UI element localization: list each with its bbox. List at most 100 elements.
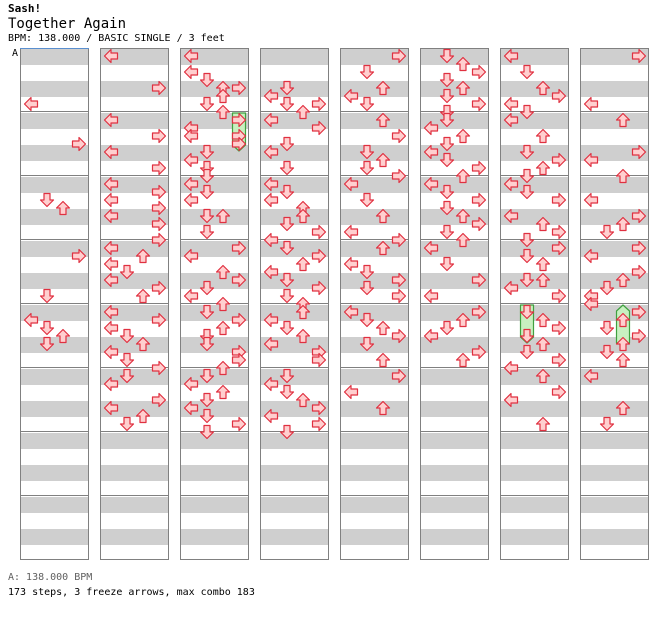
measure-line (20, 111, 89, 112)
step-arrow-right (471, 216, 487, 236)
measure-line (580, 367, 649, 368)
step-arrow-left (103, 208, 119, 228)
step-arrow-down (119, 352, 135, 372)
step-arrow-up (215, 296, 231, 316)
step-arrow-left (423, 176, 439, 196)
step-arrow-down (199, 208, 215, 228)
step-arrow-right (231, 240, 247, 260)
step-arrow-left (343, 176, 359, 196)
step-arrow-up (295, 392, 311, 412)
step-arrow-down (439, 88, 455, 108)
step-arrow-down (119, 328, 135, 348)
measure-line (580, 431, 649, 432)
step-arrow-down (279, 96, 295, 116)
step-arrow-right (311, 400, 327, 420)
step-arrow-left (183, 48, 199, 68)
measure-line (180, 111, 249, 112)
measure-line (100, 431, 169, 432)
step-arrow-left (503, 112, 519, 132)
measure-line (340, 367, 409, 368)
step-stats: 173 steps, 3 freeze arrows, max combo 18… (8, 587, 255, 598)
step-arrow-right (471, 304, 487, 324)
step-arrow-up (455, 56, 471, 76)
step-arrow-right (551, 240, 567, 260)
step-arrow-up (375, 152, 391, 172)
step-arrow-left (103, 304, 119, 324)
step-arrow-left (503, 360, 519, 380)
measure-line (20, 367, 89, 368)
chart-header: Sash! Together Again BPM: 138.000 / BASI… (8, 2, 225, 44)
step-arrow-up (375, 400, 391, 420)
step-arrow-down (39, 320, 55, 340)
measure-line (180, 175, 249, 176)
step-arrow-down (199, 96, 215, 116)
step-arrow-left (423, 120, 439, 140)
step-arrow-up (455, 128, 471, 148)
step-arrow-up (615, 352, 631, 372)
step-arrow-right (471, 192, 487, 212)
chart-info: BPM: 138.000 / BASIC SINGLE / 3 feet (8, 33, 225, 44)
measure-line (340, 175, 409, 176)
step-arrow-right (151, 128, 167, 148)
step-arrow-up (135, 336, 151, 356)
step-arrow-up (55, 328, 71, 348)
step-arrow-down (119, 416, 135, 436)
step-arrow-left (263, 376, 279, 396)
measure-line (180, 431, 249, 432)
step-arrow-down (599, 224, 615, 244)
step-arrow-down (519, 144, 535, 164)
step-arrow-right (151, 216, 167, 236)
step-arrow-down (599, 344, 615, 364)
step-arrow-up (295, 256, 311, 276)
step-arrow-down (39, 336, 55, 356)
measure-line (420, 175, 489, 176)
step-arrow-left (103, 256, 119, 276)
step-arrow-left (263, 88, 279, 108)
step-arrow-down (199, 224, 215, 244)
step-arrow-right (151, 184, 167, 204)
step-arrow-left (343, 88, 359, 108)
measure-line (260, 431, 329, 432)
measure-line (100, 239, 169, 240)
step-arrow-right (231, 416, 247, 436)
measure-line (180, 239, 249, 240)
measure-line (100, 175, 169, 176)
step-arrow-right (231, 80, 247, 100)
chart-column (260, 48, 329, 560)
step-arrow-right (231, 136, 247, 156)
step-arrow-up (455, 312, 471, 332)
step-arrow-left (343, 384, 359, 404)
step-arrow-right (391, 272, 407, 292)
measure-line (180, 495, 249, 496)
measure-line (340, 431, 409, 432)
step-arrow-left (263, 336, 279, 356)
step-arrow-down (119, 264, 135, 284)
measure-line (260, 111, 329, 112)
step-arrow-right (391, 232, 407, 252)
step-arrow-down (439, 136, 455, 156)
measure-line (340, 111, 409, 112)
step-arrow-right (631, 208, 647, 228)
measure-line (420, 431, 489, 432)
measure-line (20, 495, 89, 496)
step-arrow-left (103, 112, 119, 132)
measure-line (500, 175, 569, 176)
step-arrow-right (391, 128, 407, 148)
chart-column (20, 48, 89, 560)
step-arrow-up (375, 240, 391, 260)
step-arrow-down (279, 384, 295, 404)
step-arrow-down (439, 256, 455, 276)
step-arrow-right (551, 152, 567, 172)
step-arrow-up (215, 88, 231, 108)
chart-column (500, 48, 569, 560)
step-arrow-up (535, 128, 551, 148)
measure-line (500, 111, 569, 112)
step-arrow-down (199, 72, 215, 92)
step-arrow-left (263, 144, 279, 164)
step-arrow-right (231, 312, 247, 332)
step-arrow-up (535, 80, 551, 100)
step-arrow-up (455, 232, 471, 252)
step-arrow-down (199, 368, 215, 388)
step-arrow-up (615, 272, 631, 292)
